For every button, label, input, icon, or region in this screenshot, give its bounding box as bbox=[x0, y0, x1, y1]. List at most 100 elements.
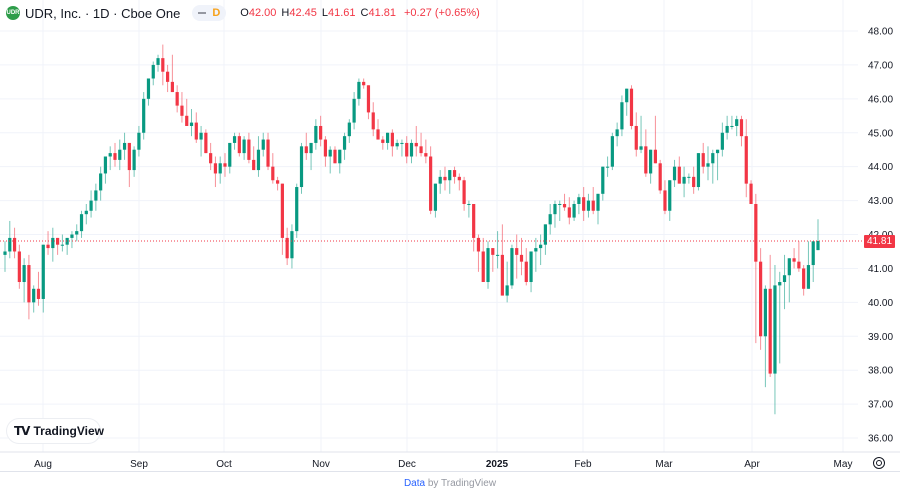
candle[interactable] bbox=[400, 142, 404, 144]
candle[interactable] bbox=[414, 142, 418, 147]
interval-badge[interactable]: D bbox=[192, 5, 227, 21]
candle[interactable] bbox=[194, 122, 198, 140]
candle[interactable] bbox=[500, 254, 504, 296]
candle[interactable] bbox=[629, 88, 634, 126]
candle[interactable] bbox=[218, 163, 222, 174]
candle[interactable] bbox=[696, 153, 701, 188]
candle[interactable] bbox=[342, 136, 347, 150]
candle[interactable] bbox=[586, 200, 591, 211]
candle[interactable] bbox=[452, 170, 457, 177]
candle[interactable] bbox=[677, 166, 681, 184]
candle[interactable] bbox=[27, 265, 31, 303]
candle[interactable] bbox=[424, 153, 428, 157]
candle[interactable] bbox=[644, 146, 648, 174]
candle[interactable] bbox=[663, 190, 667, 211]
candle[interactable] bbox=[3, 251, 7, 255]
candle[interactable] bbox=[99, 173, 103, 191]
candle[interactable] bbox=[108, 153, 112, 157]
candle[interactable] bbox=[161, 58, 165, 72]
candle[interactable] bbox=[185, 115, 189, 126]
candle[interactable] bbox=[529, 251, 533, 283]
candle[interactable] bbox=[802, 268, 806, 289]
symbol-title[interactable]: UDR, Inc. · 1D · Cboe One bbox=[25, 5, 181, 21]
candle[interactable] bbox=[228, 142, 232, 167]
candle[interactable] bbox=[419, 146, 423, 154]
candle[interactable] bbox=[79, 214, 84, 232]
candle[interactable] bbox=[223, 163, 227, 167]
candle[interactable] bbox=[333, 149, 337, 164]
candle[interactable] bbox=[467, 203, 471, 205]
candle[interactable] bbox=[739, 119, 744, 137]
candle[interactable] bbox=[118, 149, 122, 160]
candle[interactable] bbox=[371, 112, 375, 130]
candle[interactable] bbox=[787, 258, 791, 276]
candle[interactable] bbox=[127, 142, 131, 171]
candle[interactable] bbox=[65, 237, 69, 245]
candle[interactable] bbox=[510, 248, 514, 286]
candle[interactable] bbox=[347, 122, 351, 137]
candle[interactable] bbox=[429, 156, 433, 211]
candle[interactable] bbox=[543, 224, 548, 245]
candle[interactable] bbox=[653, 149, 657, 164]
candle[interactable] bbox=[252, 159, 256, 171]
candle[interactable] bbox=[8, 237, 12, 252]
candle[interactable] bbox=[649, 149, 653, 174]
candle[interactable] bbox=[692, 176, 696, 188]
candle[interactable] bbox=[290, 231, 294, 259]
candle[interactable] bbox=[730, 125, 734, 127]
candle[interactable] bbox=[672, 166, 677, 181]
candle[interactable] bbox=[295, 187, 299, 232]
candle[interactable] bbox=[620, 102, 624, 130]
data-link[interactable]: Data bbox=[403, 478, 426, 489]
candle[interactable] bbox=[433, 183, 438, 211]
candle[interactable] bbox=[567, 207, 571, 218]
candle[interactable] bbox=[462, 180, 466, 204]
candle[interactable] bbox=[199, 132, 203, 140]
candle[interactable] bbox=[701, 153, 705, 167]
candle[interactable] bbox=[275, 180, 280, 184]
candle[interactable] bbox=[720, 132, 724, 150]
candle[interactable] bbox=[362, 81, 366, 86]
candle[interactable] bbox=[610, 136, 614, 167]
candle[interactable] bbox=[395, 142, 399, 147]
candle[interactable] bbox=[75, 231, 79, 235]
candle[interactable] bbox=[247, 139, 251, 160]
candle[interactable] bbox=[146, 78, 151, 99]
candle[interactable] bbox=[749, 183, 753, 204]
candle[interactable] bbox=[285, 237, 289, 259]
candle[interactable] bbox=[12, 237, 17, 252]
candle[interactable] bbox=[816, 240, 820, 251]
candle[interactable] bbox=[548, 214, 552, 225]
candle[interactable] bbox=[22, 265, 26, 283]
candle[interactable] bbox=[601, 166, 605, 194]
candle[interactable] bbox=[170, 81, 174, 93]
candle[interactable] bbox=[438, 176, 442, 184]
candle[interactable] bbox=[591, 200, 595, 211]
candle[interactable] bbox=[323, 139, 328, 157]
candle[interactable] bbox=[122, 142, 127, 150]
candle[interactable] bbox=[562, 203, 567, 208]
candle[interactable] bbox=[175, 92, 179, 106]
candle[interactable] bbox=[735, 119, 739, 126]
candle[interactable] bbox=[476, 237, 481, 252]
candle[interactable] bbox=[773, 285, 777, 374]
candle[interactable] bbox=[495, 254, 500, 256]
candle[interactable] bbox=[443, 176, 447, 181]
candle[interactable] bbox=[763, 288, 767, 337]
candle[interactable] bbox=[539, 244, 543, 249]
candle[interactable] bbox=[596, 193, 600, 211]
candle[interactable] bbox=[381, 139, 385, 143]
candle[interactable] bbox=[36, 288, 41, 299]
candle[interactable] bbox=[137, 132, 141, 150]
candle[interactable] bbox=[572, 203, 576, 218]
candle[interactable] bbox=[582, 197, 586, 211]
candle[interactable] bbox=[405, 142, 409, 157]
candle[interactable] bbox=[448, 170, 452, 181]
candle[interactable] bbox=[605, 166, 610, 168]
candle[interactable] bbox=[782, 275, 787, 283]
candle[interactable] bbox=[682, 176, 686, 184]
candle[interactable] bbox=[524, 261, 528, 283]
candle[interactable] bbox=[213, 163, 218, 174]
candle[interactable] bbox=[744, 136, 748, 184]
candle[interactable] bbox=[577, 197, 581, 204]
